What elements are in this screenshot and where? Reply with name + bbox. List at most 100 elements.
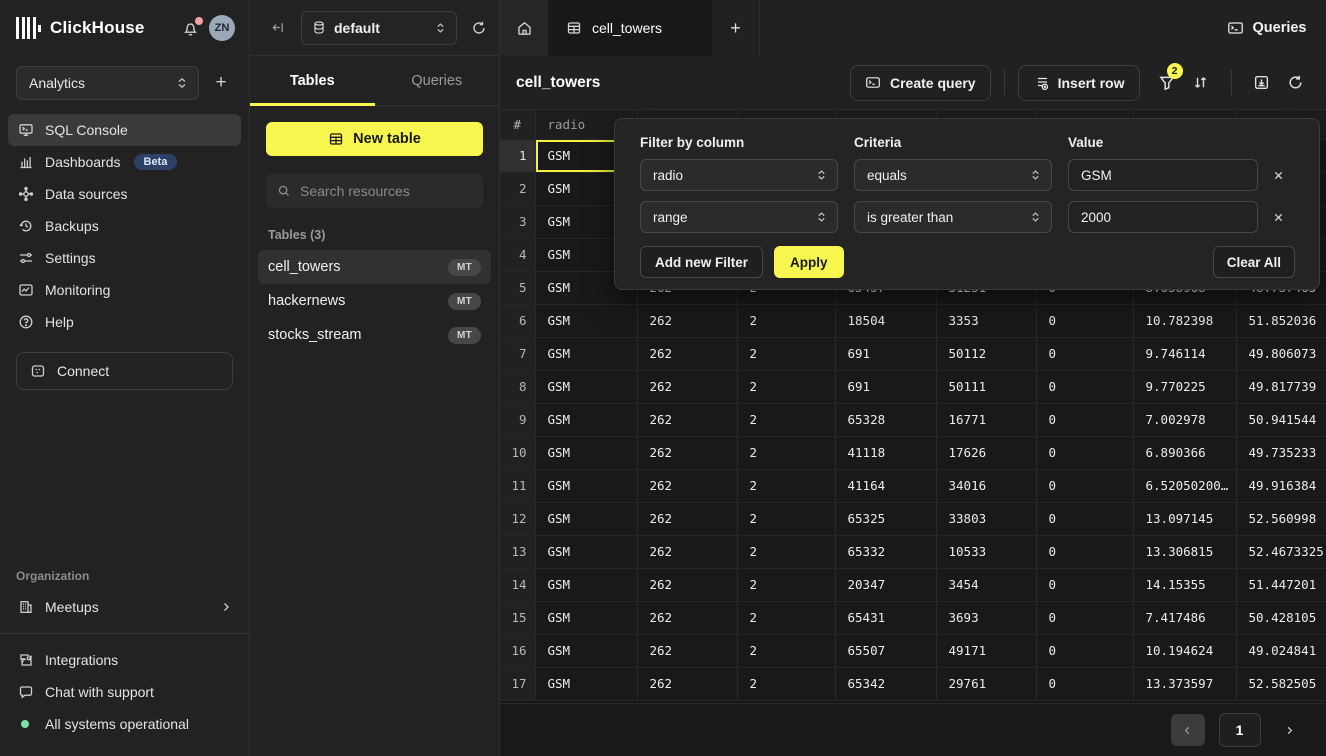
grid-cell[interactable]: 50111 [936,370,1037,404]
grid-cell[interactable]: 65507 [835,634,937,668]
grid-cell[interactable]: 50112 [936,337,1037,371]
grid-cell[interactable]: 49.806073 [1236,337,1326,371]
table-list-item-cell_towers[interactable]: cell_towers MT [258,250,491,284]
grid-cell[interactable]: GSM [535,337,638,371]
grid-cell[interactable]: 2 [737,535,836,569]
grid-cell[interactable]: 262 [637,634,738,668]
grid-cell[interactable]: 6.52050200… [1133,469,1237,503]
grid-cell[interactable]: 2 [737,370,836,404]
grid-cell[interactable]: 0 [1036,601,1134,635]
grid-cell[interactable]: 2 [737,601,836,635]
grid-cell[interactable]: 691 [835,337,937,371]
grid-cell[interactable]: 2 [737,568,836,602]
filter-button[interactable]: 2 [1150,62,1184,100]
filter-value-input[interactable] [1068,159,1258,191]
table-list-item-hackernews[interactable]: hackernews MT [258,284,491,318]
grid-cell[interactable]: 9.770225 [1133,370,1237,404]
grid-cell[interactable]: GSM [535,502,638,536]
database-select[interactable]: default [301,10,457,45]
org-select[interactable]: Analytics [16,66,199,100]
grid-cell[interactable]: 29761 [936,667,1037,701]
new-tab-button[interactable]: + [712,0,760,56]
home-button[interactable] [500,0,548,56]
remove-filter-button[interactable] [1273,170,1295,181]
grid-cell[interactable]: 65342 [835,667,937,701]
new-table-button[interactable]: New table [266,122,483,156]
next-page-button[interactable] [1275,714,1305,746]
grid-cell[interactable]: GSM [535,436,638,470]
grid-cell[interactable]: 7.417486 [1133,601,1237,635]
grid-cell[interactable]: 50.941544 [1236,403,1326,437]
grid-cell[interactable]: 0 [1036,535,1134,569]
grid-cell[interactable]: 0 [1036,502,1134,536]
grid-cell[interactable]: 0 [1036,403,1134,437]
queries-button[interactable]: Queries [1207,0,1326,56]
grid-cell[interactable]: 262 [637,370,738,404]
grid-cell[interactable]: GSM [535,568,638,602]
grid-cell[interactable]: GSM [535,370,638,404]
grid-cell[interactable]: 52.582505 [1236,667,1326,701]
grid-cell[interactable]: 2 [737,436,836,470]
table-list-item-stocks_stream[interactable]: stocks_stream MT [258,318,491,352]
grid-cell[interactable]: GSM [535,667,638,701]
grid-cell[interactable]: 65431 [835,601,937,635]
grid-cell[interactable]: 51.852036 [1236,304,1326,338]
grid-cell[interactable]: 0 [1036,634,1134,668]
grid-cell[interactable]: 51.447201 [1236,568,1326,602]
notifications-button[interactable] [182,16,203,37]
remove-filter-button[interactable] [1273,212,1295,223]
add-filter-button[interactable]: Add new Filter [640,246,764,278]
grid-cell[interactable]: 41118 [835,436,937,470]
grid-cell[interactable]: GSM [535,469,638,503]
sidebar-footer-integrations[interactable]: Integrations [8,644,241,676]
sidebar-item-meetups[interactable]: Meetups [8,591,241,623]
grid-cell[interactable]: 262 [637,304,738,338]
sidebar-item-data-sources[interactable]: Data sources [8,178,241,210]
grid-cell[interactable]: 2 [737,403,836,437]
grid-cell[interactable]: 2 [737,667,836,701]
grid-cell[interactable]: 9.746114 [1133,337,1237,371]
grid-cell[interactable]: 18504 [835,304,937,338]
filter-criteria-select[interactable]: equals [854,159,1052,191]
grid-cell[interactable]: 0 [1036,370,1134,404]
grid-cell[interactable]: 49171 [936,634,1037,668]
explorer-tab-queries[interactable]: Queries [411,72,463,89]
apply-filters-button[interactable]: Apply [774,246,844,278]
sidebar-footer-chat-with-support[interactable]: Chat with support [8,676,241,708]
grid-cell[interactable]: GSM [535,535,638,569]
grid-cell[interactable]: 0 [1036,337,1134,371]
grid-cell[interactable]: 2 [737,634,836,668]
connect-button[interactable]: Connect [16,352,233,390]
grid-cell[interactable]: 49.916384 [1236,469,1326,503]
grid-cell[interactable]: 14.15355 [1133,568,1237,602]
grid-cell[interactable]: 33803 [936,502,1037,536]
grid-cell[interactable]: GSM [535,403,638,437]
grid-cell[interactable]: 3353 [936,304,1037,338]
grid-cell[interactable]: 10533 [936,535,1037,569]
avatar[interactable]: ZN [209,15,235,41]
grid-cell[interactable]: 49.735233 [1236,436,1326,470]
grid-cell[interactable]: GSM [535,304,638,338]
grid-cell[interactable]: 6.890366 [1133,436,1237,470]
grid-cell[interactable]: 52.4673325 [1236,535,1326,569]
grid-cell[interactable]: 3693 [936,601,1037,635]
grid-cell[interactable]: 262 [637,667,738,701]
grid-cell[interactable]: 262 [637,568,738,602]
grid-cell[interactable]: 691 [835,370,937,404]
grid-cell[interactable]: 16771 [936,403,1037,437]
grid-cell[interactable]: 0 [1036,667,1134,701]
grid-cell[interactable]: 65325 [835,502,937,536]
grid-cell[interactable]: 13.097145 [1133,502,1237,536]
grid-cell[interactable]: 7.002978 [1133,403,1237,437]
filter-column-select[interactable]: range [640,201,838,233]
filter-criteria-select[interactable]: is greater than [854,201,1052,233]
grid-cell[interactable]: 65332 [835,535,937,569]
refresh-button[interactable] [1279,66,1313,100]
sidebar-item-sql-console[interactable]: SQL Console [8,114,241,146]
sort-button[interactable] [1184,66,1218,100]
sidebar-item-backups[interactable]: Backups [8,210,241,242]
grid-cell[interactable]: 34016 [936,469,1037,503]
grid-cell[interactable]: 20347 [835,568,937,602]
clear-all-filters-button[interactable]: Clear All [1212,246,1295,278]
grid-cell[interactable]: 52.560998 [1236,502,1326,536]
